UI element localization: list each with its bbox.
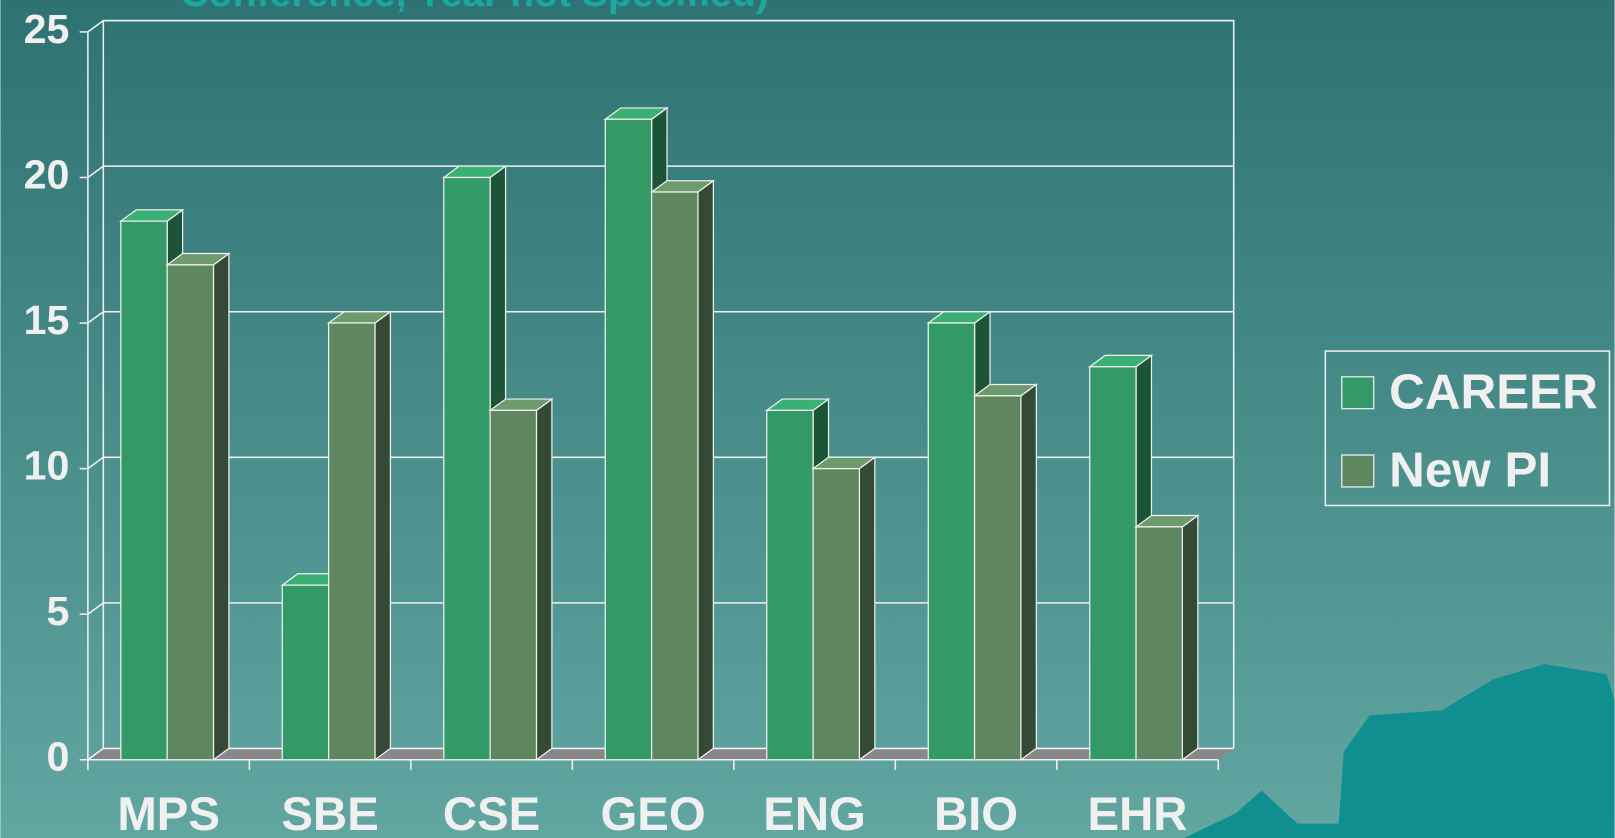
- y-tick-label: 20: [24, 151, 70, 197]
- bar-front: [489, 409, 538, 761]
- grid-line-side: [87, 456, 104, 470]
- bar-front: [443, 176, 491, 761]
- y-tick-label: 5: [46, 588, 69, 634]
- grid-line-side: [87, 19, 104, 33]
- chart-title: Conference, Year not Specified): [181, 0, 769, 15]
- bar-front: [812, 468, 861, 761]
- bar: [649, 179, 716, 761]
- x-tick-label: MPS: [117, 788, 220, 838]
- x-tick-label: SBE: [281, 788, 378, 838]
- x-tick-label: GEO: [600, 788, 705, 838]
- x-tick-label: EHR: [1088, 788, 1188, 838]
- bar: [972, 383, 1039, 761]
- bar-front: [604, 118, 653, 761]
- bar-side: [535, 397, 553, 761]
- bar: [811, 456, 877, 761]
- bar-front: [120, 220, 168, 761]
- bar-front: [766, 409, 814, 761]
- bar-side: [1181, 514, 1199, 761]
- bar-side: [697, 179, 714, 761]
- bar: [165, 252, 231, 761]
- bar-front: [328, 322, 376, 761]
- legend: [1324, 350, 1611, 507]
- y-tick-label: 15: [24, 297, 70, 343]
- x-tick-label: BIO: [934, 788, 1018, 838]
- y-tick-label: 25: [24, 6, 70, 52]
- grid-line-side: [87, 747, 104, 761]
- bar-front: [166, 264, 215, 761]
- grid-line-side: [87, 602, 104, 615]
- bar-front: [927, 322, 976, 761]
- bar-front: [973, 395, 1022, 761]
- x-tick-label: CSE: [443, 788, 540, 838]
- decoration: [1184, 664, 1615, 838]
- bar-side: [1020, 383, 1037, 761]
- legend-swatch: [1341, 376, 1375, 410]
- legend-label: New PI: [1389, 443, 1551, 498]
- bar-front: [1135, 526, 1183, 761]
- x-tick-label: ENG: [763, 788, 866, 838]
- legend-label: CAREER: [1389, 364, 1598, 419]
- legend-swatch: [1341, 454, 1375, 488]
- bar: [326, 310, 393, 761]
- bar: [488, 397, 554, 761]
- bar-side: [374, 310, 392, 761]
- y-tick-label: 10: [24, 442, 70, 488]
- bar: [1134, 514, 1200, 761]
- bar-front: [281, 584, 330, 761]
- bar-side: [212, 252, 230, 761]
- bar-front: [1089, 366, 1137, 761]
- y-tick-label: 0: [46, 734, 69, 780]
- bar-front: [650, 191, 699, 761]
- grid-line-side: [87, 311, 104, 324]
- bar-side: [858, 456, 876, 761]
- grid-line-side: [87, 165, 104, 179]
